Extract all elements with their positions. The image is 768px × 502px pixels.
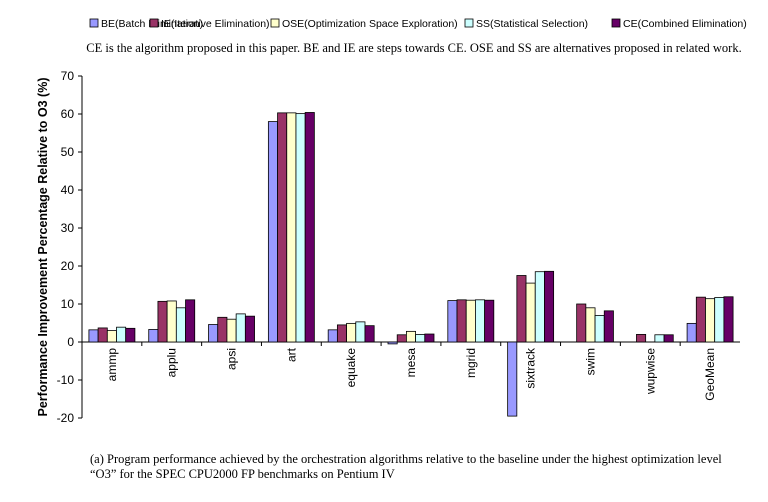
bar-swim-ce: [603, 310, 614, 343]
category-label: ammp: [105, 348, 119, 382]
bars: [88, 112, 734, 417]
bar-art-ce: [304, 112, 315, 343]
y-tick-label: 0: [67, 335, 74, 349]
y-ticks: -20 -10 0 10 20 30 40 50 60 70: [57, 69, 82, 425]
bar-sixtrack-ose: [525, 282, 536, 343]
bar-mesa-ss: [415, 333, 426, 343]
bar-applu-be: [148, 329, 159, 343]
bar-apsi-be: [208, 324, 219, 343]
bar-sixtrack-be: [507, 341, 518, 417]
y-tick-label: 20: [61, 259, 75, 273]
category-label: applu: [165, 348, 179, 377]
bar-equake-ie: [336, 324, 347, 343]
bar-geomean-ss: [714, 297, 725, 343]
y-axis-label: Performance Improvement Percentage Relat…: [36, 77, 50, 416]
category-label: mgrid: [464, 348, 478, 378]
bar-apsi-ie: [217, 316, 228, 343]
bar-art-ss: [295, 113, 306, 343]
bar-sixtrack-ss: [534, 271, 545, 343]
bar-wupwise-ce: [663, 334, 674, 343]
bar-art-be: [267, 121, 278, 343]
y-tick-label: 40: [61, 183, 75, 197]
bar-mesa-ie: [396, 334, 407, 343]
bar-swim-ose: [585, 307, 596, 343]
bar-art-ie: [277, 112, 288, 343]
bar-art-ose: [286, 112, 297, 343]
y-tick-label: 60: [61, 107, 75, 121]
bar-geomean-ose: [705, 298, 716, 343]
y-tick-label: 70: [61, 69, 75, 83]
bar-swim-ie: [576, 303, 587, 343]
y-tick-label: -10: [57, 373, 75, 387]
legend-label: CE(Combined Elimination): [623, 18, 747, 30]
category-label: apsi: [225, 348, 239, 370]
bar-wupwise-ie: [636, 333, 647, 343]
bar-sixtrack-ie: [516, 275, 527, 343]
category-label: swim: [583, 348, 597, 375]
category-label: wupwise: [643, 348, 657, 395]
legend-label: OSE(Optimization Space Exploration): [282, 18, 458, 30]
bar-mgrid-ss: [475, 299, 486, 343]
category-label: GeoMean: [703, 348, 717, 401]
bar-ammp-ce: [125, 327, 136, 343]
legend-swatch: [270, 18, 280, 28]
bar-mgrid-ce: [484, 299, 495, 343]
bar-geomean-ie: [695, 296, 706, 343]
y-tick-label: 10: [61, 297, 75, 311]
legend-swatch: [89, 18, 99, 28]
legend-label: SS(Statistical Selection): [476, 18, 588, 30]
bar-applu-ce: [185, 299, 196, 343]
bar-mgrid-be: [447, 300, 458, 343]
category-labels: ammp applu apsi art equake mesa mgrid sixtrack s…: [105, 347, 717, 401]
figure-caption: (a) Program performance achieved by the …: [90, 452, 722, 481]
y-tick-label: 50: [61, 145, 75, 159]
bar-wupwise-ss: [654, 334, 665, 343]
bar-equake-ss: [355, 321, 366, 343]
chart: BE(Batch Elimination)IE(Iterative Elimin…: [36, 18, 747, 425]
bar-mesa-be: [387, 341, 398, 345]
bar-swim-ss: [594, 314, 605, 343]
bar-apsi-ce: [244, 315, 255, 343]
legend-swatch: [464, 18, 474, 28]
category-label: sixtrack: [524, 347, 538, 389]
category-label: mesa: [404, 348, 418, 378]
legend-swatch: [149, 18, 159, 28]
bar-ammp-be: [88, 329, 99, 343]
legend-swatch: [611, 18, 621, 28]
bar-mgrid-ose: [465, 299, 476, 343]
bar-apsi-ose: [226, 318, 237, 343]
y-tick-label: -20: [57, 411, 75, 425]
legend: BE(Batch Elimination)IE(Iterative Elimin…: [89, 18, 747, 30]
bar-applu-ose: [166, 300, 177, 343]
bar-ammp-ss: [116, 326, 127, 343]
bar-applu-ie: [157, 300, 168, 343]
bar-apsi-ss: [235, 313, 246, 343]
bar-mesa-ose: [405, 330, 416, 343]
category-label: art: [284, 347, 298, 362]
bar-geomean-be: [686, 322, 697, 343]
chart-note: CE is the algorithm proposed in this pap…: [86, 41, 741, 55]
y-tick-label: 30: [61, 221, 75, 235]
bar-equake-be: [327, 329, 338, 343]
bar-mesa-ce: [424, 333, 435, 343]
bar-ammp-ose: [106, 330, 117, 343]
bar-ammp-ie: [97, 327, 108, 343]
bar-mgrid-ie: [456, 299, 467, 343]
bar-sixtrack-ce: [544, 270, 555, 343]
category-label: equake: [344, 348, 358, 388]
bar-equake-ce: [364, 325, 375, 343]
legend-label: IE(Iterative Elimination): [161, 18, 270, 30]
bar-applu-ss: [175, 307, 186, 343]
bar-equake-ose: [346, 322, 357, 343]
bar-geomean-ce: [723, 296, 734, 343]
